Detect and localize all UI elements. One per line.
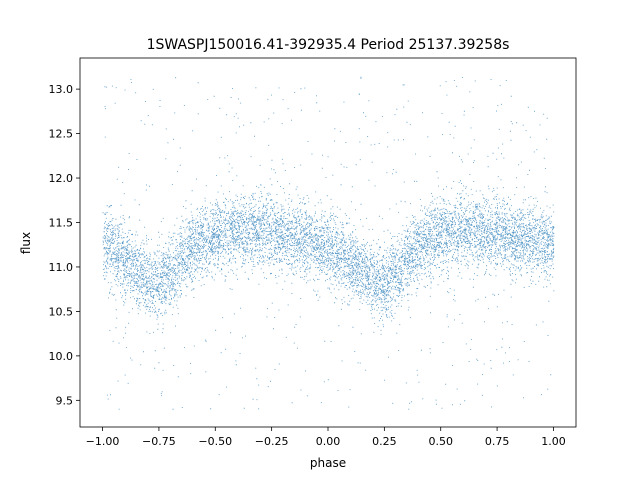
chart-title: 1SWASPJ150016.41-392935.4 Period 25137.3… (147, 37, 510, 53)
y-tick-label: 10.0 (49, 350, 74, 363)
x-tick-label: 0.75 (485, 435, 510, 448)
data-point-cloud (102, 76, 555, 410)
y-tick-label: 12.0 (49, 172, 74, 185)
y-tick-label: 10.5 (49, 305, 74, 318)
x-tick-label: 0.00 (316, 435, 341, 448)
data-points (102, 76, 555, 410)
x-tick-label: −0.50 (198, 435, 232, 448)
x-tick-label: −0.25 (255, 435, 289, 448)
y-axis-label: flux (19, 232, 33, 254)
plot-area-frame (79, 57, 577, 428)
y-tick-label: 11.0 (49, 261, 74, 274)
x-axis-label: phase (310, 456, 346, 470)
y-tick-label: 11.5 (49, 216, 74, 229)
x-axis: −1.00 −0.75 −0.50 −0.25 0.00 0.25 0.50 0.75 1.00 (86, 427, 566, 448)
x-tick-label: 1.00 (541, 435, 566, 448)
y-tick-label: 13.0 (49, 83, 74, 96)
y-tick-label: 12.5 (49, 128, 74, 141)
y-tick-label: 9.5 (56, 394, 74, 407)
x-tick-label: 0.50 (428, 435, 453, 448)
x-tick-label: −1.00 (86, 435, 120, 448)
y-axis: 9.5 10.0 10.5 11.0 11.5 12.0 12.5 13.0 (49, 83, 80, 407)
x-tick-label: −0.75 (142, 435, 176, 448)
x-tick-label: 0.25 (372, 435, 397, 448)
